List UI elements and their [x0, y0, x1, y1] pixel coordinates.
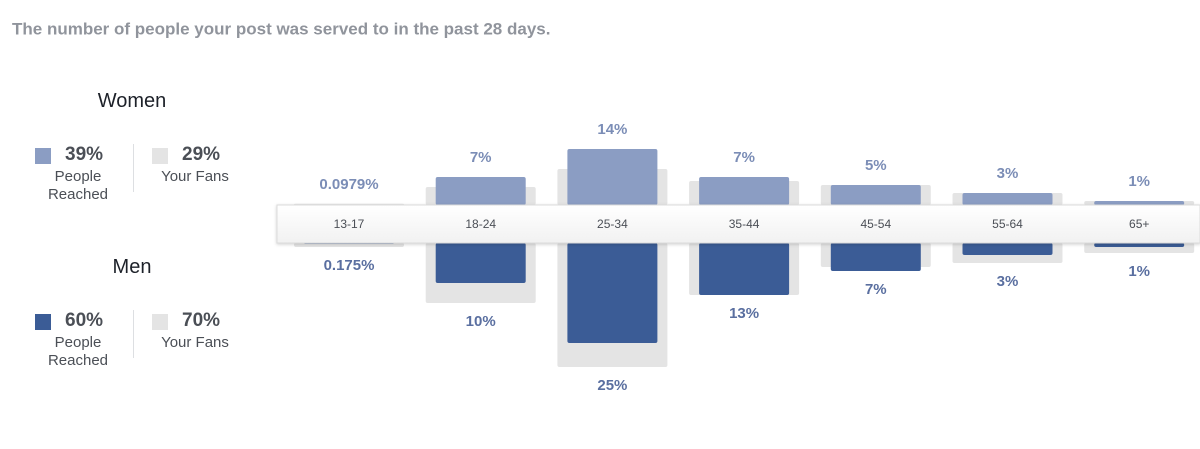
value-label: 1%: [1128, 173, 1150, 190]
x-tick-label: 55-64: [992, 217, 1023, 231]
x-tick-label: 35-44: [729, 217, 760, 231]
legend-swatch: [152, 148, 168, 164]
reached-bar: [699, 243, 790, 295]
value-label: 10%: [466, 313, 496, 330]
reached-bar: [962, 243, 1053, 255]
legend-label: People Reached: [47, 168, 109, 203]
legend-total: 29%: [182, 144, 221, 165]
value-label: 7%: [733, 149, 755, 166]
reached-bar: [830, 243, 921, 271]
value-label: 13%: [729, 305, 759, 322]
reached-bar: [1094, 201, 1185, 205]
x-tick-label: 45-54: [860, 217, 891, 231]
legend-total: 39%: [65, 144, 104, 165]
value-label: 7%: [470, 149, 492, 166]
group-name: Men: [112, 256, 152, 278]
reached-bar: [962, 193, 1053, 205]
value-label: 3%: [997, 165, 1019, 182]
x-tick-label: 13-17: [334, 217, 365, 231]
value-label: 7%: [865, 281, 887, 298]
legend-label: Your Fans: [161, 334, 229, 351]
reached-bar: [435, 177, 526, 205]
value-label: 0.0979%: [319, 176, 378, 193]
legend-total: 70%: [182, 310, 221, 331]
legend-label: People Reached: [47, 334, 109, 369]
value-label: 1%: [1128, 263, 1150, 280]
chart-title: The number of people your post was serve…: [12, 19, 550, 38]
legend-swatch: [35, 148, 51, 164]
legend-label: Your Fans: [161, 168, 229, 185]
reached-bar: [435, 243, 526, 283]
group-name: Women: [97, 90, 167, 112]
legend-swatch: [35, 314, 51, 330]
reached-bar: [567, 243, 658, 343]
value-label: 3%: [997, 273, 1019, 290]
fans-bar: [294, 243, 404, 247]
value-label: 0.175%: [324, 257, 375, 274]
x-tick-label: 25-34: [597, 217, 628, 231]
x-tick-label: 18-24: [465, 217, 496, 231]
legend-divider: [133, 310, 134, 358]
x-tick-label: 65+: [1129, 217, 1149, 231]
reached-bar: [1094, 243, 1185, 247]
reached-bar: [830, 185, 921, 205]
value-label: 14%: [597, 121, 627, 138]
legend-swatch: [152, 314, 168, 330]
axis-band: [276, 204, 1200, 244]
legend-total: 60%: [65, 310, 104, 331]
reached-bar: [567, 149, 658, 205]
value-label: 25%: [597, 377, 627, 394]
reached-bar: [699, 177, 790, 205]
legend-divider: [133, 144, 134, 192]
value-label: 5%: [865, 157, 887, 174]
